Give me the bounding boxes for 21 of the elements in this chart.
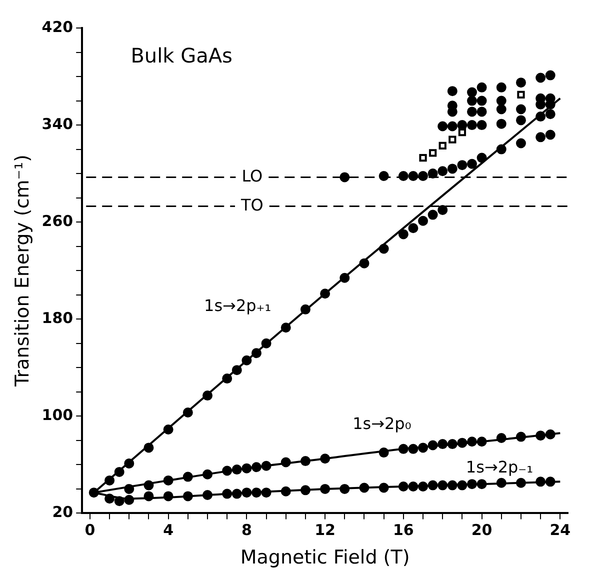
x-tick-label: 20 [471, 521, 492, 540]
annotation: 1s→2p₊₁ [204, 296, 272, 316]
y-axis-title: Transition Energy (cm⁻¹) [11, 154, 34, 388]
y-tick-label: 20 [52, 503, 74, 522]
x-tick-label: 24 [550, 521, 571, 540]
x-tick-label: 16 [392, 521, 414, 540]
y-tick-label: 100 [42, 406, 74, 424]
annotation: 1s→2p₀ [352, 414, 412, 434]
y-tick-label: 340 [42, 114, 74, 133]
x-tick-label: 12 [314, 521, 336, 540]
y-tick-label: 180 [42, 309, 74, 328]
x-tick-label: 4 [163, 521, 174, 540]
x-axis-title: Magnetic Field (T) [240, 546, 410, 569]
ref-line-label: LO [242, 166, 263, 186]
annotation: 1s→2p₋₁ [466, 458, 534, 477]
y-tick-label: 420 [42, 18, 74, 36]
ref-line-label: TO [240, 195, 264, 214]
annotation: Bulk GaAs [130, 43, 232, 68]
x-tick-label: 0 [84, 521, 96, 540]
x-tick-label: 8 [241, 521, 252, 540]
y-tick-label: 260 [42, 212, 74, 230]
